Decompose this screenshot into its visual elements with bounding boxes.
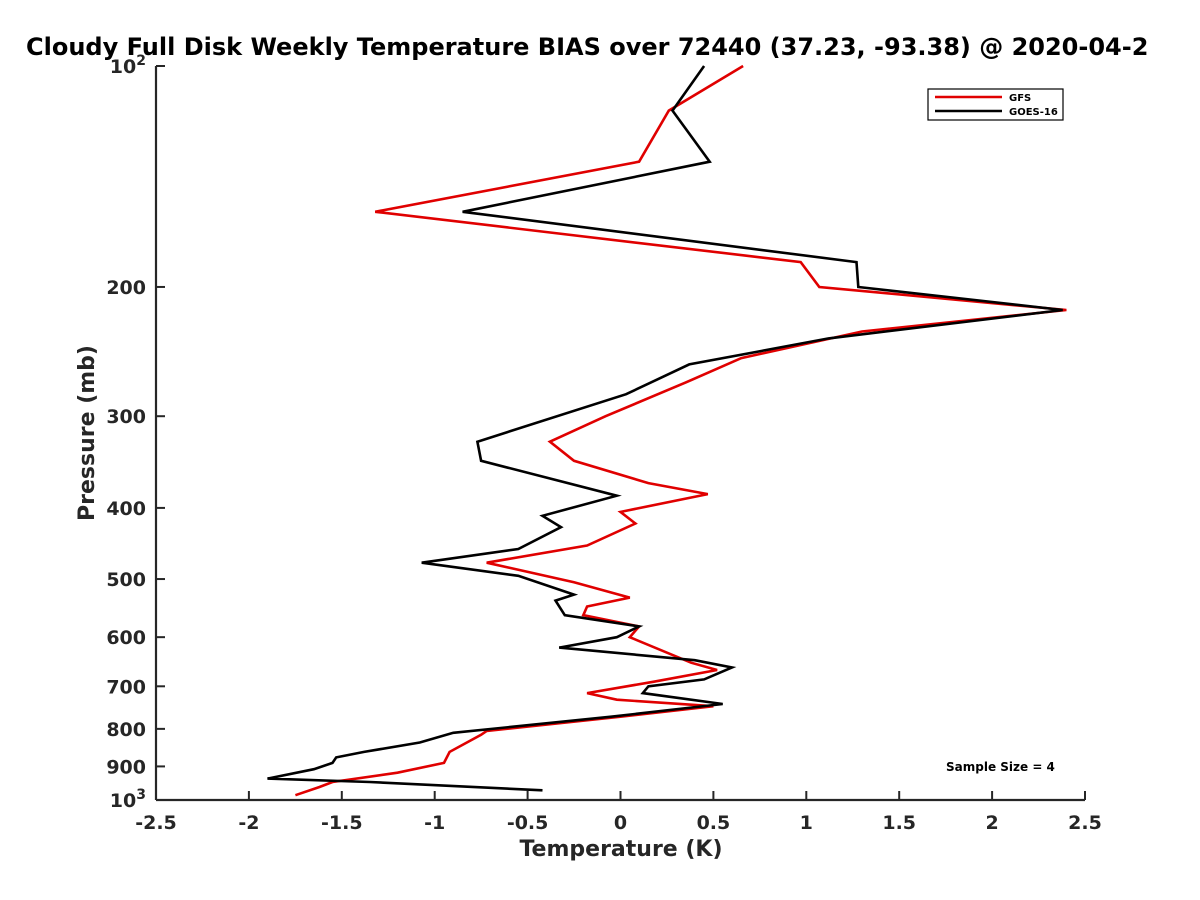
y-tick-label: 700 xyxy=(106,676,146,698)
y-tick-label: 200 xyxy=(106,277,146,299)
y-tick-label: 800 xyxy=(106,719,146,741)
y-tick-label: 103 xyxy=(110,787,146,812)
y-axis-ticks: 102 200 300 400 500 600 700 800 900 103 xyxy=(106,53,165,812)
x-axis-ticks: -2.5 -2 -1.5 -1 -0.5 0 0.5 1 1.5 2 2.5 xyxy=(135,791,1102,834)
x-tick-label: -1.5 xyxy=(321,812,363,834)
x-tick-label: 2.5 xyxy=(1068,812,1102,834)
legend-gfs-label: GFS xyxy=(1009,93,1031,104)
y-tick-label: 300 xyxy=(106,406,146,428)
legend: GFS GOES-16 xyxy=(927,88,1064,121)
x-tick-label: -0.5 xyxy=(507,812,549,834)
y-axis-label: Pressure (mb) xyxy=(75,345,100,521)
x-tick-label: 0.5 xyxy=(697,812,731,834)
series-lines xyxy=(267,64,1067,797)
x-tick-label: 2 xyxy=(985,812,998,834)
x-tick-label: -2.5 xyxy=(135,812,177,834)
y-tick-label: 102 xyxy=(110,53,146,78)
x-tick-label: -1 xyxy=(424,812,445,834)
legend-goes16-label: GOES-16 xyxy=(1009,107,1058,118)
x-tick-label: 0 xyxy=(614,812,627,834)
x-tick-label: -2 xyxy=(238,812,259,834)
sample-size-annotation: Sample Size = 4 xyxy=(946,760,1055,774)
y-tick-label: 600 xyxy=(106,627,146,649)
y-tick-label: 400 xyxy=(106,498,146,520)
y-tick-label: 500 xyxy=(106,569,146,591)
x-axis-label: Temperature (K) xyxy=(519,837,722,862)
y-tick-label: 900 xyxy=(106,756,146,778)
series-line-goes16 xyxy=(267,65,1063,792)
series-line-gfs xyxy=(294,64,1067,797)
x-tick-label: 1.5 xyxy=(882,812,916,834)
chart-title: Cloudy Full Disk Weekly Temperature BIAS… xyxy=(26,33,1148,61)
legend-box xyxy=(927,88,1064,121)
x-tick-label: 1 xyxy=(800,812,813,834)
plot-axes xyxy=(154,66,1085,802)
